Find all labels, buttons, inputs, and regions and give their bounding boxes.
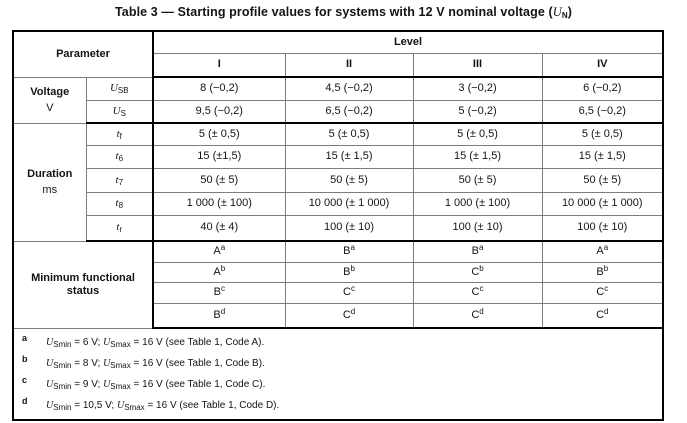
value-cell: 6,5 (−0,2) [284, 99, 414, 124]
status-cell: Cd [412, 302, 543, 329]
symbol-tf: tf [85, 122, 155, 146]
footnote-text: USmin = 6 V; USmax = 16 V (see Table 1, … [46, 337, 265, 349]
value-cell: 6 (−0,2) [541, 76, 664, 101]
status-cell: Aa [541, 240, 664, 263]
value-cell: 5 (± 0,5) [412, 122, 543, 146]
footnote-marker: a [22, 333, 28, 343]
status-cell: Cc [412, 281, 543, 304]
voltage-unit: V [46, 101, 54, 114]
status-label-cell: Minimum functional status [12, 240, 155, 329]
value-cell: 5 (± 0,5) [152, 122, 286, 146]
status-cell: Bb [541, 261, 664, 283]
value-cell: 6,5 (−0,2) [541, 99, 664, 124]
starting-profile-table: Parameter Level I II III IV Voltage V US… [12, 30, 665, 421]
symbol-t6: t6 [85, 144, 155, 169]
value-cell: 100 (± 10) [412, 214, 543, 242]
value-cell: 10 000 (± 1 000) [541, 191, 664, 216]
symbol-t7: t7 [85, 167, 155, 193]
status-cell: Bb [284, 261, 414, 283]
duration-label-cell: Duration ms [12, 122, 87, 242]
value-cell: 9,5 (−0,2) [152, 99, 286, 124]
footnote-marker: b [22, 354, 28, 364]
status-cell: Ba [284, 240, 414, 263]
table-title: Table 3 — Starting profile values for sy… [114, 5, 573, 20]
status-cell: Cb [412, 261, 543, 283]
status-cell: Cd [541, 302, 664, 329]
value-cell: 15 (± 1,5) [284, 144, 414, 169]
status-cell: Cd [284, 302, 414, 329]
value-cell: 1 000 (± 100) [152, 191, 286, 216]
symbol-usb: USB [85, 76, 155, 101]
header-level-iii: III [412, 52, 543, 78]
value-cell: 3 (−0,2) [412, 76, 543, 101]
footnote-text: USmin = 10,5 V; USmax = 16 V (see Table … [46, 400, 280, 412]
value-cell: 5 (−0,2) [412, 99, 543, 124]
status-cell: Cc [284, 281, 414, 304]
status-cell: Ba [412, 240, 543, 263]
value-cell: 5 (± 0,5) [284, 122, 414, 146]
duration-unit: ms [42, 183, 58, 196]
value-cell: 100 (± 10) [541, 214, 664, 242]
value-cell: 50 (± 5) [284, 167, 414, 193]
value-cell: 15 (± 1,5) [412, 144, 543, 169]
value-cell: 50 (± 5) [152, 167, 286, 193]
header-level-i: I [152, 52, 286, 78]
value-cell: 100 (± 10) [284, 214, 414, 242]
header-level-ii: II [284, 52, 414, 78]
symbol-t8: t8 [85, 191, 155, 216]
status-cell: Ab [152, 261, 286, 283]
voltage-label-cell: Voltage V [12, 76, 87, 124]
footnote-marker: d [22, 396, 28, 406]
header-level-cell: Level [152, 30, 664, 54]
value-cell: 50 (± 5) [412, 167, 543, 193]
status-cell: Aa [152, 240, 286, 263]
footnote-text: USmin = 9 V; USmax = 16 V (see Table 1, … [46, 379, 266, 391]
symbol-us: US [85, 99, 155, 124]
value-cell: 10 000 (± 1 000) [284, 191, 414, 216]
voltage-label: Voltage [30, 85, 70, 98]
footnote-b: b USmin = 8 V; USmax = 16 V (see Table 1… [20, 354, 656, 377]
value-cell: 15 (±1,5) [152, 144, 286, 169]
symbol-tr: tr [85, 214, 155, 242]
footnote-a: a USmin = 6 V; USmax = 16 V (see Table 1… [20, 333, 656, 356]
footnote-marker: c [22, 375, 28, 385]
footnotes-cell: a USmin = 6 V; USmax = 16 V (see Table 1… [12, 327, 664, 421]
value-cell: 5 (± 0,5) [541, 122, 664, 146]
header-level-iv: IV [541, 52, 664, 78]
value-cell: 4,5 (−0,2) [284, 76, 414, 101]
status-cell: Bd [152, 302, 286, 329]
value-cell: 15 (± 1,5) [541, 144, 664, 169]
header-parameter-cell: Parameter [12, 30, 155, 78]
value-cell: 40 (± 4) [152, 214, 286, 242]
footnote-text: USmin = 8 V; USmax = 16 V (see Table 1, … [46, 358, 265, 370]
status-cell: Bc [152, 281, 286, 304]
footnote-c: c USmin = 9 V; USmax = 16 V (see Table 1… [20, 375, 656, 398]
footnote-d: d USmin = 10,5 V; USmax = 16 V (see Tabl… [20, 396, 656, 419]
value-cell: 1 000 (± 100) [412, 191, 543, 216]
value-cell: 50 (± 5) [541, 167, 664, 193]
status-cell: Cc [541, 281, 664, 304]
duration-label: Duration [27, 167, 73, 180]
value-cell: 8 (−0,2) [152, 76, 286, 101]
